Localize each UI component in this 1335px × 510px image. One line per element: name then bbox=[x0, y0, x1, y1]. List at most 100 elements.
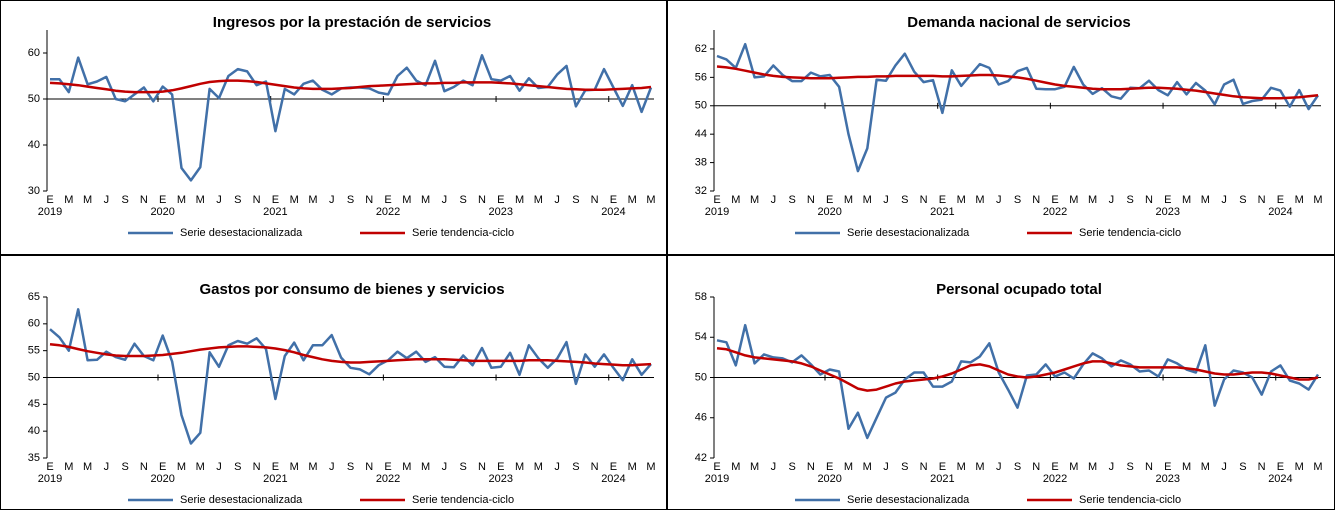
x-tick-label: M bbox=[308, 461, 317, 473]
x-tick-label: M bbox=[64, 461, 73, 473]
x-tick-label: E bbox=[384, 461, 391, 473]
x-tick-label: J bbox=[1221, 194, 1227, 206]
x-tick-label: M bbox=[1313, 194, 1322, 206]
x-tick-label: J bbox=[329, 461, 335, 473]
x-tick-label: M bbox=[196, 194, 205, 206]
x-tick-label: M bbox=[177, 461, 186, 473]
x-tick-label: E bbox=[159, 194, 166, 206]
x-tick-label: M bbox=[1201, 461, 1210, 473]
series-line bbox=[716, 65, 1319, 100]
y-tick-label: 60 bbox=[28, 318, 40, 330]
x-tick-label: M bbox=[750, 461, 759, 473]
x-tick-label: S bbox=[460, 194, 467, 206]
x-tick-label: M bbox=[421, 194, 430, 206]
y-tick-label: 50 bbox=[695, 100, 707, 112]
x-tick-label: J bbox=[104, 194, 110, 206]
x-tick-label: M bbox=[844, 194, 853, 206]
year-label: 2021 bbox=[263, 206, 287, 218]
y-tick-label: 50 bbox=[28, 93, 40, 105]
year-label: 2022 bbox=[1043, 206, 1067, 218]
y-tick-label: 50 bbox=[695, 371, 707, 383]
year-label: 2022 bbox=[1043, 473, 1067, 485]
y-tick-label: 46 bbox=[695, 412, 707, 424]
x-tick-label: M bbox=[402, 194, 411, 206]
x-tick-label: E bbox=[713, 461, 720, 473]
year-label: 2019 bbox=[705, 473, 729, 485]
x-tick-label: S bbox=[572, 194, 579, 206]
year-label: 2022 bbox=[376, 206, 400, 218]
x-tick-label: E bbox=[713, 194, 720, 206]
x-tick-label: E bbox=[826, 194, 833, 206]
x-tick-label: S bbox=[121, 461, 128, 473]
x-tick-label: S bbox=[347, 461, 354, 473]
x-tick-label: J bbox=[996, 194, 1002, 206]
x-tick-label: N bbox=[1145, 461, 1153, 473]
x-tick-label: N bbox=[253, 194, 261, 206]
x-tick-label: J bbox=[883, 461, 889, 473]
x-tick-label: E bbox=[1051, 194, 1058, 206]
x-tick-label: S bbox=[1014, 194, 1021, 206]
legend-label: Serie tendencia-ciclo bbox=[1079, 227, 1181, 239]
y-tick-label: 30 bbox=[28, 185, 40, 197]
legend-label: Serie tendencia-ciclo bbox=[1079, 494, 1181, 506]
y-tick-label: 55 bbox=[28, 345, 40, 357]
x-tick-label: S bbox=[121, 194, 128, 206]
x-tick-label: M bbox=[1201, 194, 1210, 206]
x-tick-label: N bbox=[1032, 194, 1040, 206]
legend-label: Serie tendencia-ciclo bbox=[412, 227, 514, 239]
x-tick-label: M bbox=[1069, 194, 1078, 206]
series-line bbox=[49, 79, 652, 94]
x-tick-label: M bbox=[402, 461, 411, 473]
y-tick-label: 50 bbox=[28, 371, 40, 383]
x-tick-label: J bbox=[771, 461, 777, 473]
x-tick-label: E bbox=[497, 194, 504, 206]
year-label: 2020 bbox=[817, 206, 841, 218]
x-tick-label: E bbox=[1164, 461, 1171, 473]
x-tick-label: N bbox=[807, 461, 815, 473]
x-tick-label: M bbox=[975, 194, 984, 206]
x-tick-label: N bbox=[478, 194, 486, 206]
x-tick-label: J bbox=[771, 194, 777, 206]
x-tick-label: M bbox=[534, 461, 543, 473]
legend-label: Serie desestacionalizada bbox=[180, 494, 303, 506]
x-tick-label: N bbox=[591, 194, 599, 206]
x-tick-label: N bbox=[920, 194, 928, 206]
x-tick-label: M bbox=[83, 461, 92, 473]
x-tick-label: E bbox=[46, 194, 53, 206]
series-line bbox=[716, 42, 1320, 173]
x-tick-label: M bbox=[290, 194, 299, 206]
year-label: 2021 bbox=[930, 206, 954, 218]
x-tick-label: J bbox=[104, 461, 110, 473]
year-label: 2020 bbox=[817, 473, 841, 485]
x-tick-label: N bbox=[140, 461, 148, 473]
x-tick-label: S bbox=[1014, 461, 1021, 473]
series-line bbox=[49, 308, 652, 445]
x-tick-label: E bbox=[939, 194, 946, 206]
x-tick-label: M bbox=[731, 461, 740, 473]
y-tick-label: 38 bbox=[695, 156, 707, 168]
x-tick-label: E bbox=[1277, 461, 1284, 473]
x-tick-label: J bbox=[1109, 461, 1115, 473]
x-tick-label: N bbox=[1258, 461, 1266, 473]
x-tick-label: M bbox=[628, 194, 637, 206]
y-tick-label: 42 bbox=[695, 452, 707, 464]
y-tick-label: 54 bbox=[695, 331, 707, 343]
y-tick-label: 40 bbox=[28, 139, 40, 151]
x-tick-label: M bbox=[1182, 461, 1191, 473]
year-label: 2019 bbox=[38, 206, 62, 218]
x-tick-label: M bbox=[731, 194, 740, 206]
year-label: 2023 bbox=[1156, 206, 1180, 218]
x-tick-label: M bbox=[1295, 461, 1304, 473]
y-tick-label: 60 bbox=[28, 47, 40, 59]
x-tick-label: E bbox=[1164, 194, 1171, 206]
y-tick-label: 56 bbox=[695, 71, 707, 83]
year-label: 2021 bbox=[930, 473, 954, 485]
x-tick-label: J bbox=[329, 194, 335, 206]
y-tick-label: 65 bbox=[28, 291, 40, 303]
y-tick-label: 62 bbox=[695, 43, 707, 55]
x-tick-label: M bbox=[534, 194, 543, 206]
x-tick-label: M bbox=[975, 461, 984, 473]
series-line bbox=[49, 342, 652, 367]
x-tick-label: E bbox=[159, 461, 166, 473]
